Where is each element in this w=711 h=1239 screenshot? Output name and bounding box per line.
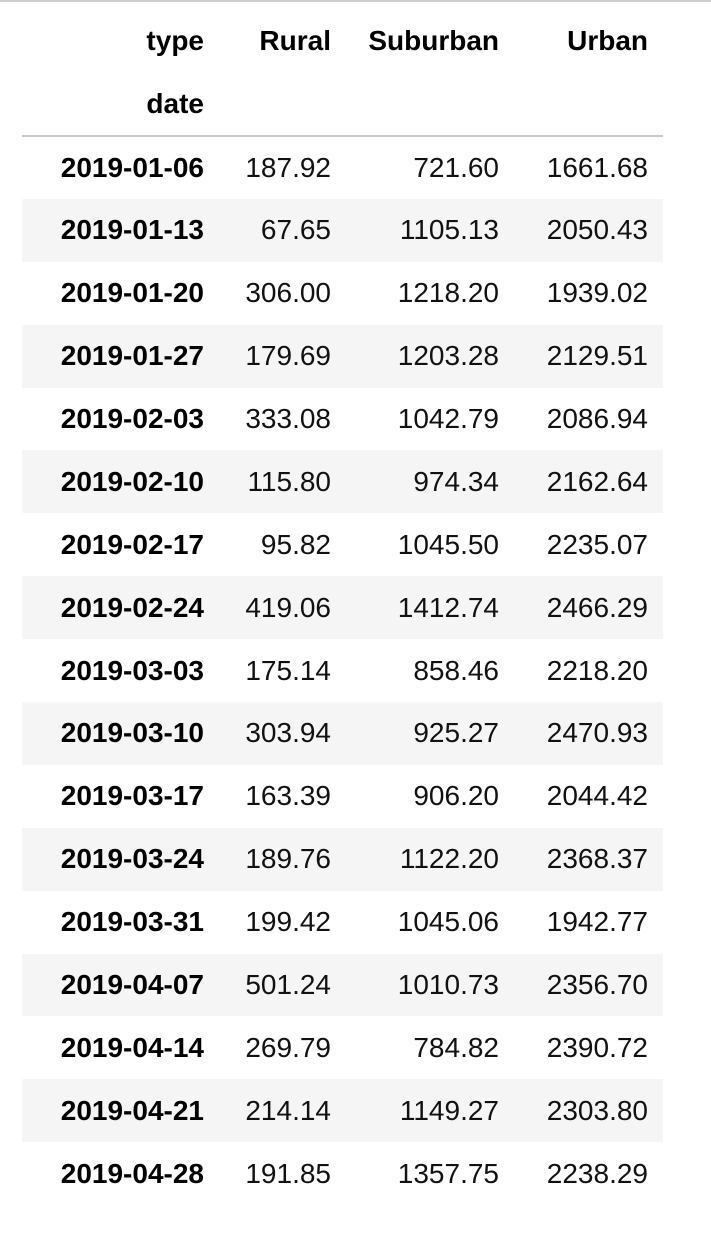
cell-rural: 501.24 [245, 969, 331, 1001]
row-index-name: date [146, 87, 204, 119]
table-row: 2019-03-10 303.94 925.27 2470.93 [22, 702, 663, 765]
cell-urban: 2303.80 [546, 1094, 648, 1126]
header-row-columns: type Rural Suburban Urban [22, 10, 663, 72]
cell-suburban: 1042.79 [397, 403, 499, 434]
row-date-label: 2019-03-17 [60, 780, 204, 812]
dataframe-table: type Rural Suburban Urban date 2019-01-0… [22, 10, 663, 1205]
cell-urban: 2235.07 [546, 528, 648, 560]
table-row: 2019-02-10 115.80 974.34 2162.64 [22, 450, 663, 514]
cell-urban: 2218.20 [546, 654, 648, 686]
cell-suburban: 1045.06 [397, 906, 499, 938]
cell-suburban: 1203.28 [397, 340, 499, 372]
row-date-label: 2019-02-10 [60, 465, 204, 497]
row-date-label: 2019-04-07 [60, 969, 204, 1001]
table-row: 2019-02-17 95.82 1045.50 2235.07 [22, 513, 663, 576]
row-date-label: 2019-02-24 [60, 591, 204, 623]
cell-suburban: 974.34 [413, 465, 499, 497]
table-row: 2019-03-17 163.39 906.20 2044.42 [22, 765, 663, 828]
table-row: 2019-02-24 419.06 1412.74 2466.29 [22, 576, 663, 640]
table-row: 2019-04-14 269.79 784.82 2390.72 [22, 1016, 663, 1079]
column-header-suburban: Suburban [368, 25, 499, 56]
row-date-label: 2019-01-13 [60, 214, 204, 246]
cell-rural: 179.69 [245, 340, 331, 372]
table-row: 2019-01-27 179.69 1203.28 2129.51 [22, 324, 663, 388]
cell-urban: 1661.68 [546, 151, 648, 183]
table-row: 2019-04-28 191.85 1357.75 2238.29 [22, 1142, 663, 1205]
table-row: 2019-02-03 333.08 1042.79 2086.94 [22, 388, 663, 451]
cell-suburban: 906.20 [413, 780, 499, 812]
cell-suburban: 1010.73 [397, 969, 499, 1001]
cell-suburban: 721.60 [413, 151, 499, 183]
row-date-label: 2019-04-14 [60, 1031, 204, 1063]
cell-suburban: 925.27 [413, 717, 499, 749]
cell-urban: 2356.70 [546, 969, 648, 1001]
table-row: 2019-01-20 306.00 1218.20 1939.02 [22, 262, 663, 325]
cell-rural: 199.42 [245, 906, 331, 938]
cell-urban: 2050.43 [546, 214, 648, 246]
table-row: 2019-04-21 214.14 1149.27 2303.80 [22, 1079, 663, 1143]
cell-suburban: 1045.50 [397, 528, 499, 560]
row-date-label: 2019-01-20 [60, 277, 204, 309]
cell-urban: 2466.29 [546, 591, 648, 623]
row-date-label: 2019-02-03 [60, 403, 204, 434]
table-body: 2019-01-06 187.92 721.60 1661.68 2019-01-13 6… [22, 136, 663, 1205]
cell-rural: 191.85 [245, 1157, 331, 1189]
table-row: 2019-03-31 199.42 1045.06 1942.77 [22, 891, 663, 954]
cell-urban: 2368.37 [546, 843, 648, 875]
top-divider [0, 0, 711, 2]
header-blank-cell [346, 72, 514, 136]
row-date-label: 2019-01-27 [60, 340, 204, 372]
cell-rural: 419.06 [245, 591, 331, 623]
cell-rural: 303.94 [245, 717, 331, 749]
cell-rural: 214.14 [245, 1094, 331, 1126]
cell-rural: 189.76 [245, 843, 331, 875]
cell-suburban: 784.82 [413, 1031, 499, 1063]
cell-urban: 2390.72 [546, 1031, 648, 1063]
cell-rural: 306.00 [245, 277, 331, 309]
cell-rural: 175.14 [245, 654, 331, 686]
column-header-urban: Urban [567, 25, 648, 56]
table-row: 2019-03-24 189.76 1122.20 2368.37 [22, 827, 663, 891]
cell-urban: 2470.93 [546, 717, 648, 749]
cell-rural: 115.80 [247, 465, 331, 497]
row-date-label: 2019-02-17 [60, 528, 204, 560]
column-header-rural: Rural [259, 25, 331, 56]
columns-index-name: type [146, 25, 204, 56]
header-blank-cell [514, 72, 663, 136]
cell-rural: 333.08 [245, 403, 331, 434]
cell-urban: 1942.77 [546, 906, 648, 938]
row-date-label: 2019-04-28 [60, 1157, 204, 1189]
cell-rural: 187.92 [245, 151, 331, 183]
cell-suburban: 1149.27 [399, 1094, 499, 1126]
row-date-label: 2019-03-31 [60, 906, 204, 938]
table-row: 2019-01-06 187.92 721.60 1661.68 [22, 136, 663, 199]
cell-suburban: 858.46 [413, 654, 499, 686]
header-row-index: date [22, 72, 663, 136]
cell-urban: 2162.64 [546, 465, 648, 497]
cell-suburban: 1218.20 [397, 277, 499, 309]
cell-urban: 2086.94 [546, 403, 648, 434]
cell-suburban: 1105.13 [399, 214, 499, 246]
cell-rural: 95.82 [260, 528, 331, 560]
cell-urban: 1939.02 [546, 277, 648, 309]
cell-suburban: 1122.20 [399, 843, 499, 875]
cell-urban: 2129.51 [546, 340, 648, 372]
cell-suburban: 1412.74 [397, 591, 499, 623]
row-date-label: 2019-03-10 [60, 717, 204, 749]
row-date-label: 2019-03-24 [60, 843, 204, 875]
row-date-label: 2019-03-03 [60, 654, 204, 686]
cell-rural: 67.65 [260, 214, 331, 246]
header-blank-cell [219, 72, 346, 136]
cell-suburban: 1357.75 [397, 1157, 499, 1189]
table-row: 2019-04-07 501.24 1010.73 2356.70 [22, 953, 663, 1017]
cell-rural: 163.39 [245, 780, 331, 812]
row-date-label: 2019-01-06 [60, 151, 204, 183]
row-date-label: 2019-04-21 [60, 1094, 204, 1126]
table-row: 2019-01-13 67.65 1105.13 2050.43 [22, 198, 663, 262]
cell-rural: 269.79 [245, 1031, 331, 1063]
cell-urban: 2238.29 [546, 1157, 648, 1189]
cell-urban: 2044.42 [546, 780, 648, 812]
table-header: type Rural Suburban Urban date [22, 10, 663, 136]
table-row: 2019-03-03 175.14 858.46 2218.20 [22, 639, 663, 702]
